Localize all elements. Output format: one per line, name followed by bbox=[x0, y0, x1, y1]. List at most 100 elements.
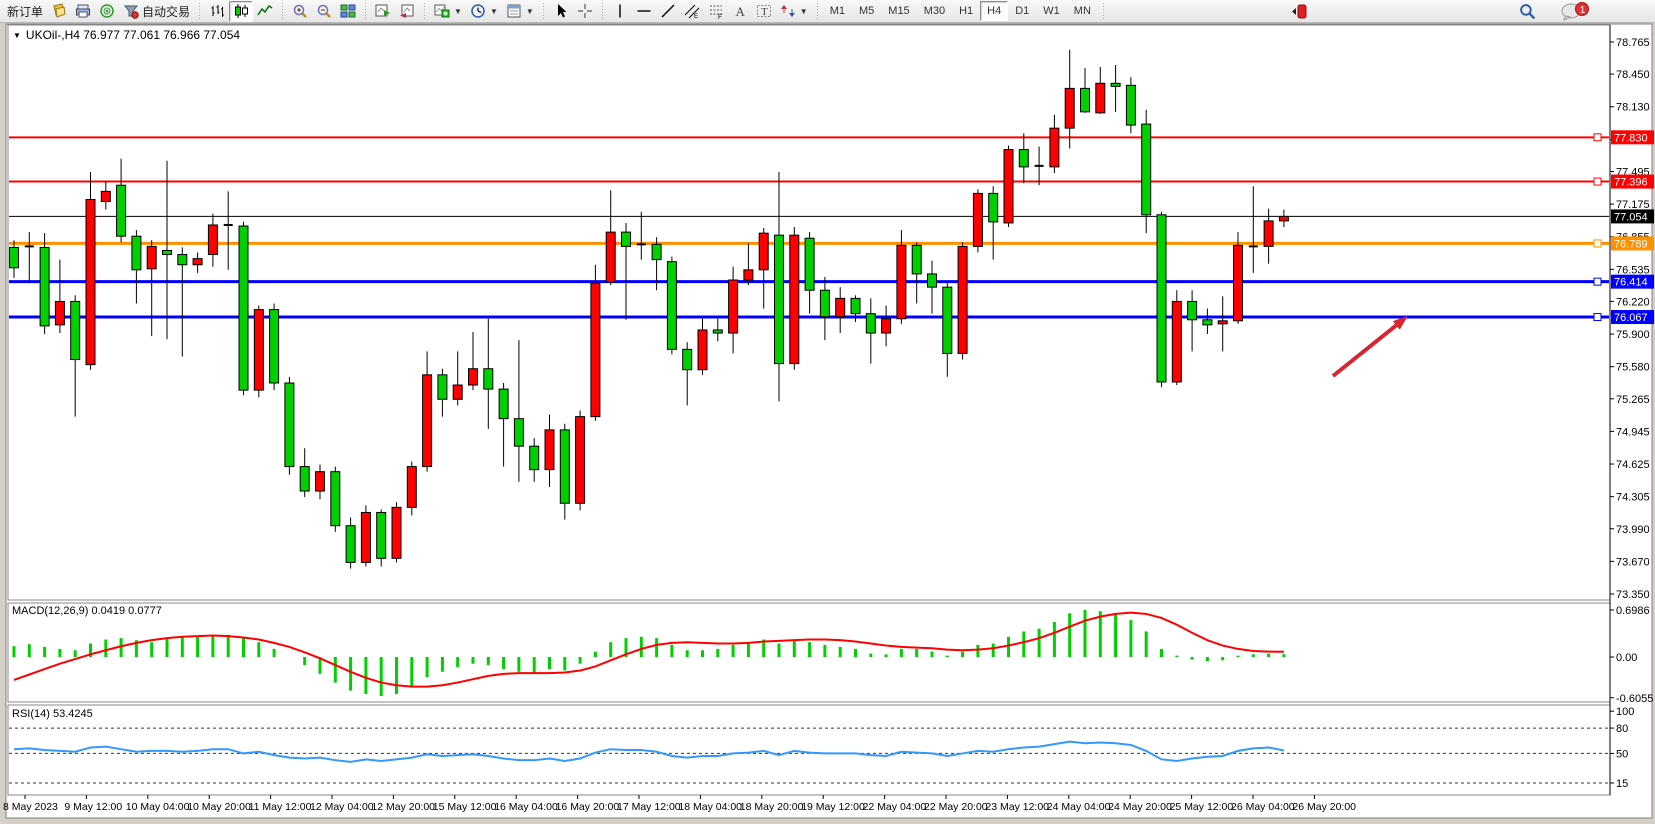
expert-advisors-button[interactable]: 自动交易 bbox=[119, 1, 194, 22]
rsi-indicator-label: RSI(14) 53.4245 bbox=[12, 708, 93, 720]
timeframe-button-MN[interactable]: MN bbox=[1073, 5, 1091, 17]
chart-shift-button[interactable] bbox=[395, 1, 419, 22]
alerts-button[interactable] bbox=[95, 1, 119, 22]
date-axis-label: 16 May 04:00 bbox=[494, 801, 558, 813]
candle-body bbox=[865, 313, 876, 334]
dropdown-caret-icon[interactable]: ▼ bbox=[525, 6, 534, 16]
cursor-button[interactable] bbox=[549, 1, 573, 22]
candlestick-series bbox=[9, 49, 1289, 569]
candle-body bbox=[468, 368, 478, 386]
candle-body bbox=[544, 429, 555, 471]
line-chart-icon bbox=[257, 3, 273, 19]
candle-body bbox=[712, 329, 723, 334]
trendline-button[interactable] bbox=[656, 1, 680, 22]
candle-body bbox=[651, 243, 662, 261]
tile-windows-icon bbox=[340, 3, 356, 19]
svg-text:76.414: 76.414 bbox=[1614, 277, 1648, 289]
candle-body bbox=[1263, 220, 1274, 247]
arrows-button[interactable]: ▼ bbox=[776, 1, 812, 22]
rsi-axis-label: 80 bbox=[1616, 723, 1628, 735]
hline-anchor-77.396[interactable] bbox=[1593, 177, 1602, 186]
tile-windows-button[interactable] bbox=[336, 1, 360, 22]
candle-body bbox=[1110, 82, 1121, 87]
hline-anchor-76.067[interactable] bbox=[1593, 313, 1602, 322]
crosshair-button[interactable] bbox=[573, 1, 597, 22]
price-axis-label: 76.220 bbox=[1616, 296, 1650, 308]
candle-body bbox=[774, 234, 784, 365]
candle-body bbox=[758, 232, 769, 271]
text-button[interactable]: A bbox=[728, 1, 752, 22]
date-axis-label: 23 May 12:00 bbox=[985, 801, 1049, 813]
chart-title[interactable]: ▼ UKOil-,H4 76.977 77.061 76.966 77.054 bbox=[13, 28, 240, 42]
candle-body bbox=[162, 249, 172, 256]
hline-anchor-77.830[interactable] bbox=[1593, 133, 1602, 142]
alert-marker-icon[interactable] bbox=[1291, 4, 1307, 19]
price-axis[interactable]: 78.76578.45078.13077.81077.49577.17576.8… bbox=[1610, 37, 1654, 790]
candle-body bbox=[54, 300, 65, 326]
timeframe-button-W1[interactable]: W1 bbox=[1043, 5, 1060, 17]
macd-axis-label: 0.6986 bbox=[1616, 605, 1650, 617]
search-icon[interactable] bbox=[1519, 3, 1536, 25]
fibonacci-button[interactable]: F bbox=[704, 1, 728, 22]
notifications-icon[interactable]: 1 bbox=[1560, 2, 1590, 26]
hline-anchor-76.789[interactable] bbox=[1593, 239, 1602, 248]
zoom-out-button[interactable] bbox=[312, 1, 336, 22]
chart-file-button[interactable] bbox=[47, 1, 71, 22]
candle-body bbox=[605, 231, 616, 283]
dropdown-caret-icon[interactable]: ▼ bbox=[454, 6, 462, 16]
dropdown-caret-icon[interactable]: ▼ bbox=[489, 6, 498, 16]
candle-body bbox=[1187, 300, 1198, 321]
price-axis-label: 75.265 bbox=[1616, 394, 1650, 406]
date-axis-label: 24 May 04:00 bbox=[1047, 801, 1111, 813]
new-order-button-label: 新订单 bbox=[7, 4, 44, 19]
svg-text:F: F bbox=[718, 14, 722, 19]
templates-button[interactable]: ▼ bbox=[502, 1, 538, 22]
hline-anchor-76.414[interactable] bbox=[1593, 277, 1602, 286]
macd-axis-label: 0.00 bbox=[1616, 652, 1637, 664]
candlestick-chart-button[interactable] bbox=[229, 0, 254, 22]
date-axis-label: 26 May 04:00 bbox=[1231, 801, 1295, 813]
candle-body bbox=[1278, 215, 1289, 222]
timeframe-button-D1[interactable]: D1 bbox=[1015, 5, 1030, 17]
timeframe-button-M1[interactable]: M1 bbox=[829, 5, 845, 17]
annotation-arrow[interactable] bbox=[1331, 316, 1408, 378]
timeframe-button-M30[interactable]: M30 bbox=[923, 5, 946, 17]
svg-text:1: 1 bbox=[1580, 5, 1586, 16]
line-chart-button[interactable] bbox=[253, 1, 277, 22]
auto-scroll-button[interactable] bbox=[371, 1, 395, 22]
candle-body bbox=[1125, 84, 1136, 126]
date-axis-label: 10 May 04:00 bbox=[126, 801, 190, 813]
rsi-panel[interactable] bbox=[7, 704, 1611, 796]
text-label-button[interactable]: T bbox=[752, 1, 776, 22]
date-axis-label: 12 May 04:00 bbox=[310, 801, 374, 813]
candle-body bbox=[559, 429, 570, 504]
timeframe-button-M15[interactable]: M15 bbox=[888, 5, 910, 17]
crosshair-icon bbox=[577, 3, 593, 19]
timeframe-button-H4[interactable]: H4 bbox=[980, 1, 1009, 21]
timeframe-button-H1[interactable]: H1 bbox=[959, 5, 974, 17]
indicators-button[interactable]: ▼ bbox=[430, 1, 466, 22]
vertical-line-button[interactable] bbox=[608, 1, 632, 22]
dropdown-caret-icon[interactable]: ▼ bbox=[799, 6, 808, 16]
candle-body bbox=[376, 511, 387, 559]
candle-body bbox=[483, 368, 494, 390]
vertical-line-icon bbox=[612, 3, 628, 19]
toolbar-separator bbox=[539, 3, 547, 19]
zoom-in-button[interactable] bbox=[288, 1, 312, 22]
new-order-button[interactable]: 新订单 bbox=[3, 1, 47, 22]
trendline-icon bbox=[660, 3, 676, 19]
bar-chart-button[interactable] bbox=[205, 1, 229, 22]
chevron-down-icon[interactable]: ▼ bbox=[13, 31, 21, 40]
candle-body bbox=[437, 374, 448, 400]
timeframe-button-M5[interactable]: M5 bbox=[859, 5, 875, 17]
periods-button[interactable]: ▼ bbox=[466, 1, 502, 22]
date-axis-label: 16 May 20:00 bbox=[556, 801, 620, 813]
horizontal-line-button[interactable] bbox=[632, 1, 656, 22]
equidistant-channel-button[interactable]: E bbox=[680, 1, 704, 22]
candle-body bbox=[207, 224, 218, 256]
print-button[interactable] bbox=[71, 1, 95, 22]
candle-body bbox=[911, 244, 922, 275]
candle-body bbox=[697, 329, 708, 371]
